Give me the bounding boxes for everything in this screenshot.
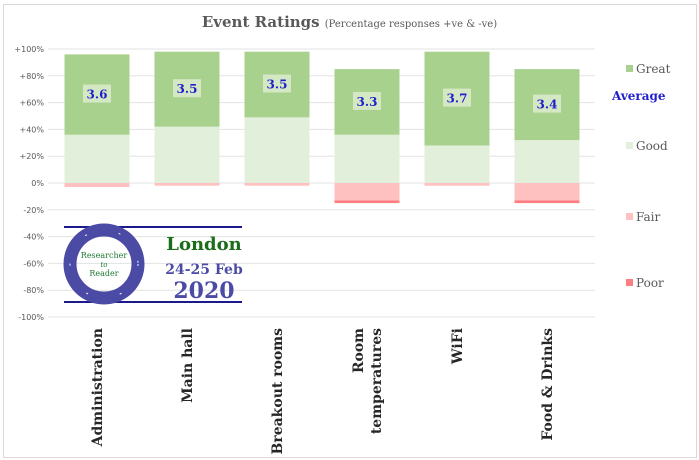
y-tick-label: -20% xyxy=(23,206,44,215)
bar-fair xyxy=(514,183,580,201)
bar-fair xyxy=(424,183,490,186)
bar-poor xyxy=(334,200,400,204)
average-label-bg xyxy=(83,84,111,103)
average-value: 3.6 xyxy=(87,88,108,102)
legend-label-great: Great xyxy=(636,62,671,76)
category-label: Food & Drinks xyxy=(540,328,556,441)
category-label: temperatures xyxy=(369,328,385,434)
bar-good xyxy=(334,134,400,183)
y-tick-label: +20% xyxy=(20,152,45,161)
bar-fair xyxy=(154,183,220,186)
y-tick-label: +80% xyxy=(20,72,45,81)
average-value: 3.7 xyxy=(447,92,468,106)
title-text: Event Ratings xyxy=(201,13,320,31)
y-tick-label: -80% xyxy=(23,286,44,295)
y-tick-label: -40% xyxy=(23,233,44,242)
bar-fair xyxy=(334,183,400,201)
legend-label-poor: Poor xyxy=(636,276,664,290)
chart-title: Event Ratings (Percentage responses +ve … xyxy=(0,12,699,31)
chart-frame xyxy=(3,4,697,458)
category-label: Room xyxy=(351,328,367,373)
average-label-bg xyxy=(443,88,471,107)
category-label: WiFi xyxy=(450,328,466,365)
y-tick-label: +60% xyxy=(20,99,45,108)
average-label-bg xyxy=(173,79,201,98)
average-value: 3.3 xyxy=(357,95,378,109)
average-value: 3.5 xyxy=(267,78,288,92)
y-tick-label: 0% xyxy=(31,179,44,188)
bar-poor xyxy=(514,200,580,204)
average-label-bg xyxy=(353,91,381,110)
y-tick-label: +40% xyxy=(20,125,45,134)
bar-good xyxy=(244,117,310,183)
y-tick-label: +100% xyxy=(14,45,44,54)
y-tick-label: -60% xyxy=(23,259,44,268)
average-label-bg xyxy=(263,74,291,93)
bar-good xyxy=(424,145,490,183)
legend-swatch-good xyxy=(626,142,633,149)
bar-good xyxy=(154,126,220,183)
category-label: Main hall xyxy=(180,328,196,403)
bar-good xyxy=(514,140,580,183)
y-tick-label: -100% xyxy=(18,313,44,322)
legend-average-label: Average xyxy=(611,89,666,103)
category-label: Breakout rooms xyxy=(270,328,286,455)
bar-fair xyxy=(244,183,310,186)
category-label: Administration xyxy=(90,328,106,447)
legend-swatch-poor xyxy=(626,279,633,286)
legend-swatch-fair xyxy=(626,213,633,220)
bar-good xyxy=(64,134,130,183)
average-label-bg xyxy=(533,94,561,113)
average-value: 3.4 xyxy=(537,98,558,112)
legend-swatch-great xyxy=(626,65,633,72)
bar-fair xyxy=(64,183,130,188)
subtitle-text: (Percentage responses +ve & -ve) xyxy=(324,19,498,30)
legend-label-fair: Fair xyxy=(636,210,661,224)
legend-label-good: Good xyxy=(636,139,668,153)
average-value: 3.5 xyxy=(177,82,198,96)
